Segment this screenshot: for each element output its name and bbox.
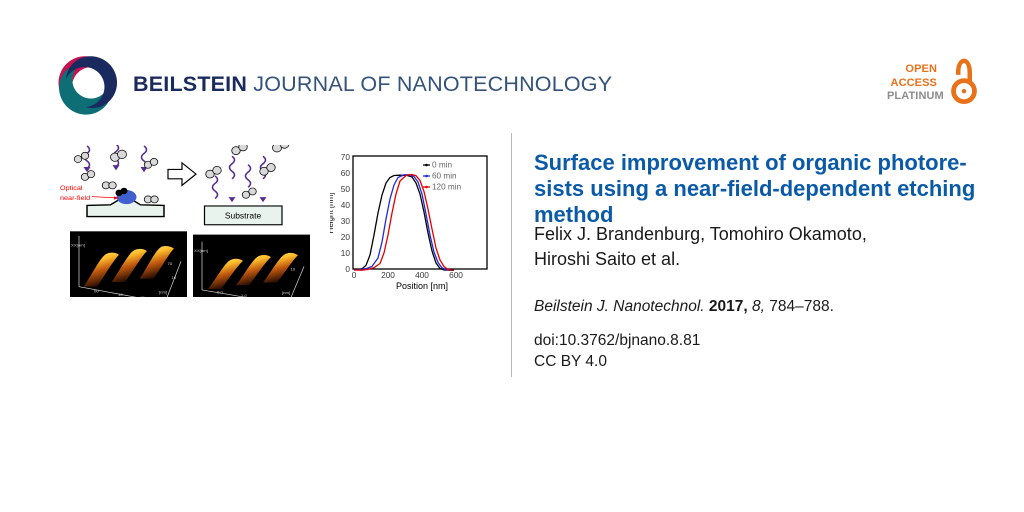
svg-text:near-field: near-field xyxy=(60,195,90,202)
svg-text:Position [nm]: Position [nm] xyxy=(396,281,448,291)
svg-text:0 min: 0 min xyxy=(432,161,452,170)
svg-text:40: 40 xyxy=(341,200,351,210)
svg-text:600: 600 xyxy=(449,270,463,280)
svg-text:50: 50 xyxy=(341,184,351,194)
svg-text:XX[nm]: XX[nm] xyxy=(194,248,208,253)
svg-text:[nm]: [nm] xyxy=(159,289,167,294)
svg-text:400: 400 xyxy=(415,270,429,280)
svg-text:0: 0 xyxy=(345,264,350,274)
svg-text:70: 70 xyxy=(168,261,173,266)
svg-text:60 min: 60 min xyxy=(432,172,457,181)
svg-text:0: 0 xyxy=(352,270,357,280)
svg-text:70: 70 xyxy=(341,152,351,162)
svg-text:60: 60 xyxy=(341,168,351,178)
svg-text:10: 10 xyxy=(291,267,296,272)
svg-text:0.0: 0.0 xyxy=(217,289,224,294)
svg-text:10: 10 xyxy=(341,248,351,258)
svg-text:200: 200 xyxy=(381,270,395,280)
svg-text:20: 20 xyxy=(341,232,351,242)
svg-text:Optical: Optical xyxy=(60,185,83,192)
svg-text:[nm]: [nm] xyxy=(282,290,290,295)
svg-text:10: 10 xyxy=(172,275,177,280)
svg-text:10: 10 xyxy=(118,292,123,297)
svg-text:00: 00 xyxy=(94,288,99,293)
svg-text:Height [nm]: Height [nm] xyxy=(330,193,335,234)
svg-text:30: 30 xyxy=(341,216,351,226)
svg-text:XX[nm]: XX[nm] xyxy=(71,242,85,247)
svg-text:1.0: 1.0 xyxy=(241,293,248,297)
svg-text:Substrate: Substrate xyxy=(225,212,262,221)
svg-text:120 min: 120 min xyxy=(432,183,462,192)
svg-text:1.5: 1.5 xyxy=(263,296,270,297)
svg-text:15: 15 xyxy=(140,295,145,297)
